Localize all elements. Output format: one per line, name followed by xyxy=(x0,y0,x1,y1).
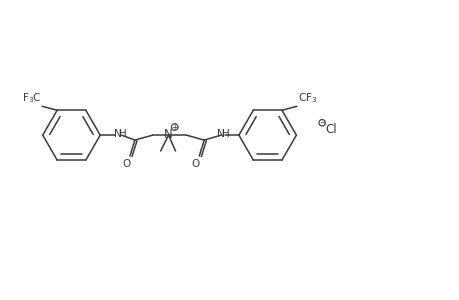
Text: H: H xyxy=(222,129,230,139)
Text: O: O xyxy=(122,159,130,169)
Text: N: N xyxy=(164,128,173,141)
Text: F$_3$C: F$_3$C xyxy=(22,91,41,105)
Text: N: N xyxy=(114,129,122,139)
Text: −: − xyxy=(318,118,325,127)
Text: O: O xyxy=(191,159,200,169)
Text: +: + xyxy=(171,122,178,131)
Text: N: N xyxy=(217,129,224,139)
Text: H: H xyxy=(119,129,127,139)
Text: CF$_3$: CF$_3$ xyxy=(297,91,317,105)
Text: Cl: Cl xyxy=(325,123,336,136)
